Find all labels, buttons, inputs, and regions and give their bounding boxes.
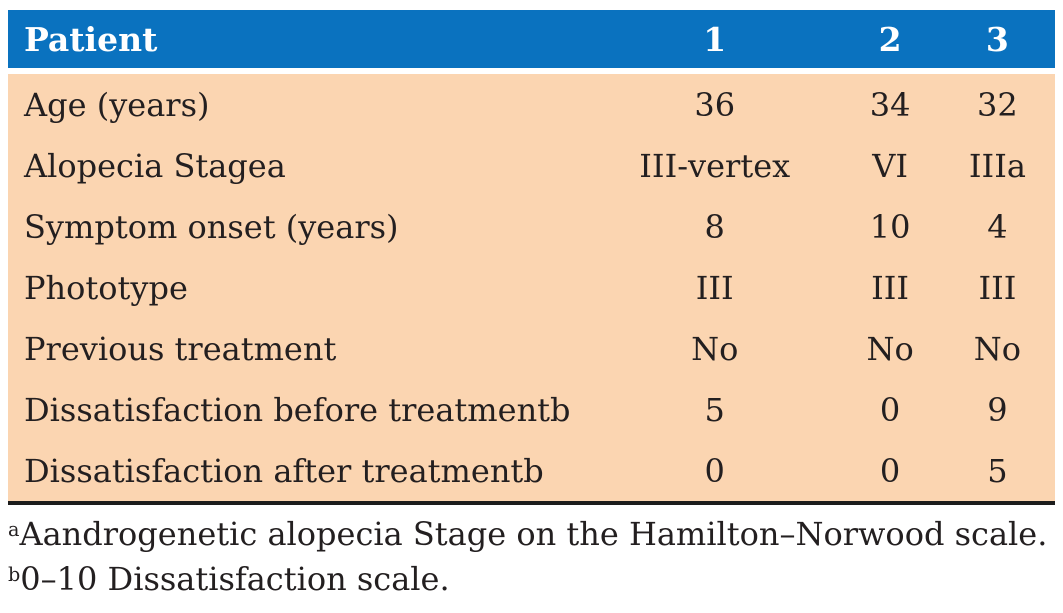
- row-label: Phototype: [8, 257, 590, 318]
- value-cell: 4: [939, 196, 1055, 257]
- table-header: Patient 1 2 3: [8, 10, 1055, 74]
- row-label: Dissatisfaction before treatmentb: [8, 379, 590, 440]
- header-cell-patient-3: 3: [939, 10, 1055, 74]
- value-cell: 0: [840, 379, 940, 440]
- table-row-alopecia-stage: Alopecia Stagea III-vertex VI IIIa: [8, 135, 1055, 196]
- value-cell: 32: [939, 71, 1055, 135]
- row-label: Previous treatment: [8, 318, 590, 379]
- table-row-phototype: Phototype III III III: [8, 257, 1055, 318]
- value-cell: 5: [939, 440, 1055, 505]
- value-cell: III: [939, 257, 1055, 318]
- patients-table: Patient 1 2 3 Age (years) 36 34 32 Alope…: [8, 10, 1055, 505]
- value-cell: No: [939, 318, 1055, 379]
- header-row: Patient 1 2 3: [8, 10, 1055, 74]
- value-cell: III: [589, 257, 841, 318]
- footnote-marker-a: a: [8, 518, 20, 542]
- table-row-previous-treatment: Previous treatment No No No: [8, 318, 1055, 379]
- header-cell-patient-1: 1: [589, 10, 841, 74]
- patients-table-figure: Patient 1 2 3 Age (years) 36 34 32 Alope…: [8, 10, 1055, 602]
- value-cell: III-vertex: [589, 135, 841, 196]
- row-label: Dissatisfaction after treatmentb: [8, 440, 590, 505]
- value-cell: No: [589, 318, 841, 379]
- value-cell: 36: [589, 71, 841, 135]
- value-cell: No: [840, 318, 940, 379]
- header-cell-patient-2: 2: [840, 10, 940, 74]
- value-cell: 0: [840, 440, 940, 505]
- table-row-dissatisfaction-before: Dissatisfaction before treatmentb 5 0 9: [8, 379, 1055, 440]
- footnote-b-text: 0–10 Dissatisfaction scale.: [20, 560, 450, 598]
- row-label: Symptom onset (years): [8, 196, 590, 257]
- value-cell: IIIa: [939, 135, 1055, 196]
- header-cell-patient: Patient: [8, 10, 590, 74]
- table-row-symptom-onset: Symptom onset (years) 8 10 4: [8, 196, 1055, 257]
- table-body: Age (years) 36 34 32 Alopecia Stagea III…: [8, 71, 1055, 505]
- value-cell: 34: [840, 71, 940, 135]
- value-cell: VI: [840, 135, 940, 196]
- footnote-a-text: Aandrogenetic alopecia Stage on the Hami…: [19, 515, 1048, 553]
- value-cell: 8: [589, 196, 841, 257]
- footnote-b: b0–10 Dissatisfaction scale.: [8, 557, 1055, 602]
- table-row-age: Age (years) 36 34 32: [8, 71, 1055, 135]
- table-footnotes: aAandrogenetic alopecia Stage on the Ham…: [8, 512, 1055, 602]
- value-cell: 0: [589, 440, 841, 505]
- table-row-dissatisfaction-after: Dissatisfaction after treatmentb 0 0 5: [8, 440, 1055, 505]
- footnote-marker-b: b: [8, 563, 21, 587]
- row-label: Alopecia Stagea: [8, 135, 590, 196]
- value-cell: 10: [840, 196, 940, 257]
- value-cell: 9: [939, 379, 1055, 440]
- footnote-a: aAandrogenetic alopecia Stage on the Ham…: [8, 512, 1055, 557]
- row-label: Age (years): [8, 71, 590, 135]
- value-cell: 5: [589, 379, 841, 440]
- value-cell: III: [840, 257, 940, 318]
